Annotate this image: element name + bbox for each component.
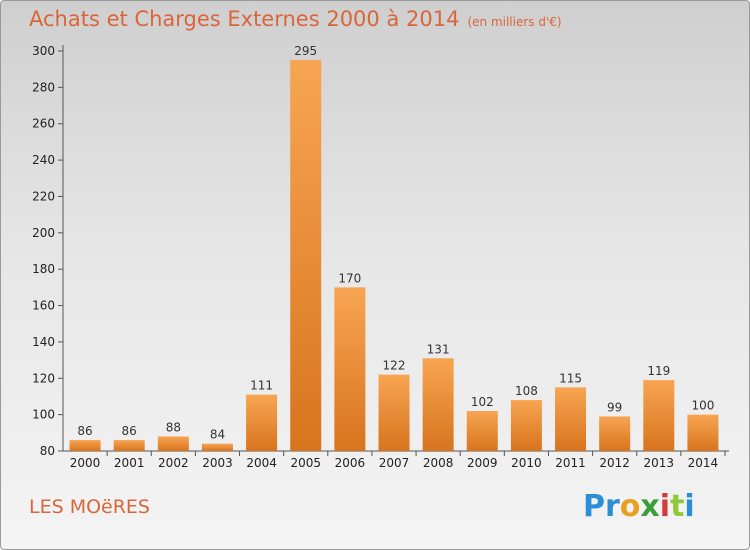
- bar: [687, 414, 719, 451]
- bar-value-label: 99: [607, 400, 622, 414]
- bar: [113, 440, 145, 451]
- x-tick-label: 2003: [202, 456, 233, 470]
- y-tick-label: 140: [32, 335, 55, 349]
- x-tick-label: 2009: [467, 456, 498, 470]
- bar-value-label: 122: [383, 359, 406, 373]
- y-tick-label: 80: [40, 444, 55, 458]
- bar: [334, 287, 366, 451]
- x-tick-label: 2000: [70, 456, 101, 470]
- x-tick-label: 2010: [511, 456, 542, 470]
- bar: [246, 394, 278, 451]
- x-tick-label: 2004: [246, 456, 277, 470]
- chart-subtitle: (en milliers d'€): [467, 15, 562, 29]
- y-tick-label: 300: [32, 44, 55, 58]
- x-tick-label: 2011: [555, 456, 586, 470]
- bar-value-label: 108: [515, 384, 538, 398]
- bars: [69, 60, 719, 451]
- bar: [466, 411, 498, 451]
- y-tick-label: 100: [32, 408, 55, 422]
- x-tick-label: 2013: [644, 456, 675, 470]
- y-tick-label: 200: [32, 226, 55, 240]
- bar: [378, 374, 410, 451]
- proxiti-logo: Proxiti: [583, 489, 695, 524]
- bar-value-label: 119: [647, 364, 670, 378]
- y-tick-label: 160: [32, 299, 55, 313]
- bar: [69, 440, 101, 451]
- logo-part-5: t: [670, 489, 685, 524]
- x-tick-label: 2002: [158, 456, 189, 470]
- bar-value-label: 100: [691, 399, 714, 413]
- value-labels: 86 86 88 84 111 295 170 122 131 102 108 115 99 119 100: [77, 44, 714, 442]
- bar: [422, 358, 454, 451]
- bar: [599, 416, 631, 451]
- x-tick-label: 2014: [688, 456, 719, 470]
- bar-value-label: 295: [294, 44, 317, 58]
- y-tick-label: 220: [32, 189, 55, 203]
- x-tick-label: 2008: [423, 456, 454, 470]
- chart-title: Achats et Charges Externes 2000 à 2014 (e…: [29, 7, 562, 31]
- chart-title-text: Achats et Charges Externes 2000 à 2014: [29, 7, 460, 31]
- x-tick-label: 2005: [290, 456, 321, 470]
- bar-value-label: 131: [427, 342, 450, 356]
- y-tick-label: 260: [32, 117, 55, 131]
- logo-part-4: i: [659, 489, 671, 524]
- bar: [643, 380, 675, 451]
- axes: 80 100 120 140 160 180 200 220 240 260 280 300 2000 2…: [32, 44, 729, 470]
- bar-value-label: 111: [250, 379, 273, 393]
- bar: [201, 443, 233, 451]
- x-tick-label: 2007: [379, 456, 410, 470]
- x-tick-label: 2012: [599, 456, 630, 470]
- logo-part-3: x: [640, 489, 660, 524]
- bar-value-label: 88: [166, 420, 181, 434]
- logo-part-6: i: [684, 489, 695, 524]
- bar-value-label: 86: [77, 424, 92, 438]
- bar-value-label: 84: [210, 428, 225, 442]
- bar: [510, 400, 542, 451]
- y-tick-label: 240: [32, 153, 55, 167]
- y-tick-label: 280: [32, 80, 55, 94]
- logo-part-1: Pr: [583, 489, 620, 524]
- logo-part-2: o: [619, 489, 641, 524]
- y-tick-label: 120: [32, 371, 55, 385]
- bar-value-label: 115: [559, 371, 582, 385]
- x-tick-label: 2006: [335, 456, 366, 470]
- bar-value-label: 170: [338, 271, 361, 285]
- x-tick-label: 2001: [114, 456, 145, 470]
- bar-value-label: 102: [471, 395, 494, 409]
- bar: [555, 387, 587, 451]
- bar-value-label: 86: [122, 424, 137, 438]
- bar: [157, 436, 189, 451]
- y-tick-label: 180: [32, 262, 55, 276]
- bar: [290, 60, 322, 451]
- commune-name: LES MOëRES: [29, 496, 150, 518]
